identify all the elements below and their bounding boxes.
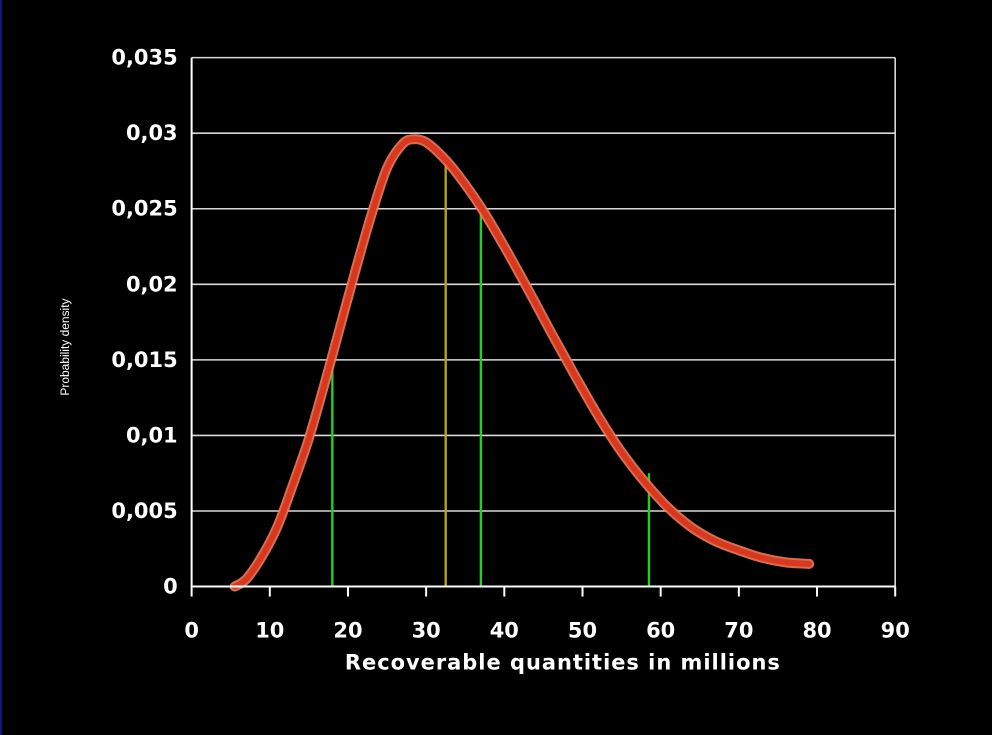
y-tick-label: 0,025 (111, 197, 177, 221)
y-tick-label: 0,015 (111, 348, 177, 372)
vertical-markers (331, 155, 651, 587)
x-tick-label: 30 (412, 618, 441, 642)
density-curve (231, 136, 813, 590)
density-curve-layer (229, 134, 815, 592)
x-tick-label: 10 (255, 618, 284, 642)
x-tick-label: 60 (646, 618, 675, 642)
y-tick-label: 0 (163, 575, 178, 599)
axes (190, 57, 897, 597)
x-tick-label: 40 (490, 618, 519, 642)
y-tick-label: 0,01 (126, 423, 178, 447)
x-tick-label: 50 (568, 618, 597, 642)
y-axis-title: Probability density (58, 298, 72, 395)
tick-labels: 0 0,005 0,01 0,015 0,02 0,025 0,03 0,035 0 10 20 30… (111, 46, 909, 643)
y-tick-label: 0,02 (126, 272, 178, 296)
x-tick-label: 80 (802, 618, 831, 642)
x-tick-label: 70 (724, 618, 753, 642)
y-tick-label: 0,03 (126, 121, 178, 145)
y-tick-label: 0,005 (111, 499, 177, 523)
x-tick-label: 0 (184, 618, 199, 642)
x-axis-title: Recoverable quantities in millions (345, 650, 781, 674)
x-tick-label: 90 (881, 618, 910, 642)
density-curve-outline (229, 134, 815, 592)
x-tick-label: 20 (333, 618, 362, 642)
y-tick-label: 0,035 (111, 46, 177, 70)
